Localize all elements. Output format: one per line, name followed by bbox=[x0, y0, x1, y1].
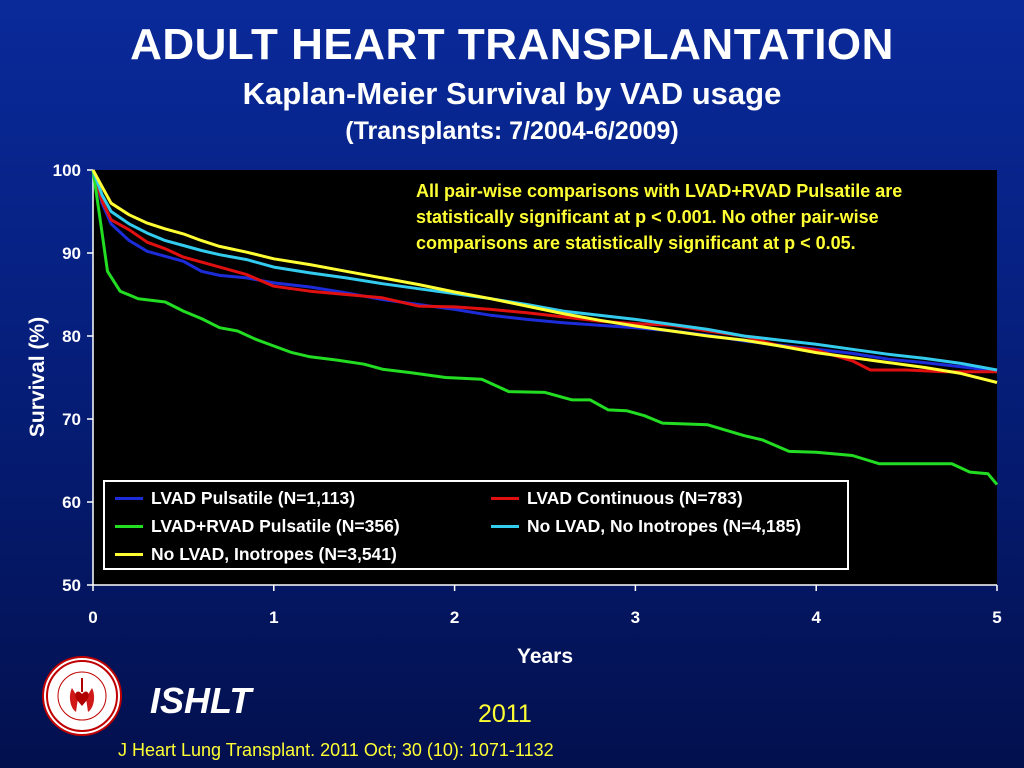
legend-swatch bbox=[491, 525, 519, 528]
y-tick-label: 90 bbox=[62, 244, 81, 263]
legend-item-1: LVAD Pulsatile (N=1,113) bbox=[115, 488, 355, 509]
y-tick-label: 100 bbox=[53, 161, 81, 180]
x-tick-label: 1 bbox=[269, 608, 278, 627]
series-line-5 bbox=[91, 169, 998, 384]
axes: 50 60 70 80 90 100 0 1 2 3 4 5 bbox=[53, 161, 1002, 627]
series-line-2 bbox=[91, 169, 997, 374]
publication-year: 2011 bbox=[478, 700, 532, 728]
y-tick-label: 70 bbox=[62, 410, 81, 429]
legend-label: No LVAD, No Inotropes (N=4,185) bbox=[527, 516, 802, 536]
legend-item-2: LVAD Continuous (N=783) bbox=[491, 488, 743, 509]
chart-date-range: (Transplants: 7/2004-6/2009) bbox=[345, 117, 679, 145]
series-lines bbox=[91, 169, 999, 486]
chart-title: ADULT HEART TRANSPLANTATION bbox=[130, 20, 894, 69]
significance-note: All pair-wise comparisons with LVAD+RVAD… bbox=[416, 178, 986, 256]
legend-swatch bbox=[115, 497, 143, 500]
legend-swatch bbox=[115, 525, 143, 528]
ishlt-brand: ISHLT bbox=[150, 680, 252, 721]
x-axis-label: Years bbox=[517, 645, 573, 668]
x-tick-label: 3 bbox=[631, 608, 640, 627]
y-tick-label: 50 bbox=[62, 576, 81, 595]
y-axis-label: Survival (%) bbox=[26, 317, 49, 437]
legend-label: LVAD Pulsatile (N=1,113) bbox=[151, 488, 356, 508]
legend-item-4: No LVAD, No Inotropes (N=4,185) bbox=[491, 516, 801, 537]
legend-label: No LVAD, Inotropes (N=3,541) bbox=[151, 544, 397, 564]
y-tick-label: 60 bbox=[62, 493, 81, 512]
legend-swatch bbox=[115, 553, 143, 556]
significance-note-line-3: comparisons are statistically significan… bbox=[416, 233, 856, 253]
legend-label: LVAD Continuous (N=783) bbox=[527, 488, 743, 508]
y-tick-label: 80 bbox=[62, 327, 81, 346]
x-tick-label: 5 bbox=[992, 608, 1001, 627]
x-tick-label: 2 bbox=[450, 608, 459, 627]
legend-label: LVAD+RVAD Pulsatile (N=356) bbox=[151, 516, 400, 536]
significance-note-line-2: statistically significant at p < 0.001. … bbox=[416, 207, 879, 227]
series-line-3 bbox=[91, 169, 999, 486]
legend-item-5: No LVAD, Inotropes (N=3,541) bbox=[115, 544, 397, 565]
series-line-4 bbox=[91, 169, 998, 372]
chart-subtitle: Kaplan-Meier Survival by VAD usage bbox=[242, 76, 782, 111]
legend-swatch bbox=[491, 497, 519, 500]
chart-legend: LVAD Pulsatile (N=1,113) LVAD Continuous … bbox=[103, 480, 849, 570]
significance-note-line-1: All pair-wise comparisons with LVAD+RVAD… bbox=[416, 181, 903, 201]
x-tick-label: 0 bbox=[88, 608, 97, 627]
x-tick-label: 4 bbox=[811, 608, 821, 627]
legend-item-3: LVAD+RVAD Pulsatile (N=356) bbox=[115, 516, 400, 537]
citation: J Heart Lung Transplant. 2011 Oct; 30 (1… bbox=[118, 740, 554, 760]
heart-lung-seal-icon bbox=[46, 660, 118, 732]
ishlt-logo bbox=[42, 656, 122, 736]
